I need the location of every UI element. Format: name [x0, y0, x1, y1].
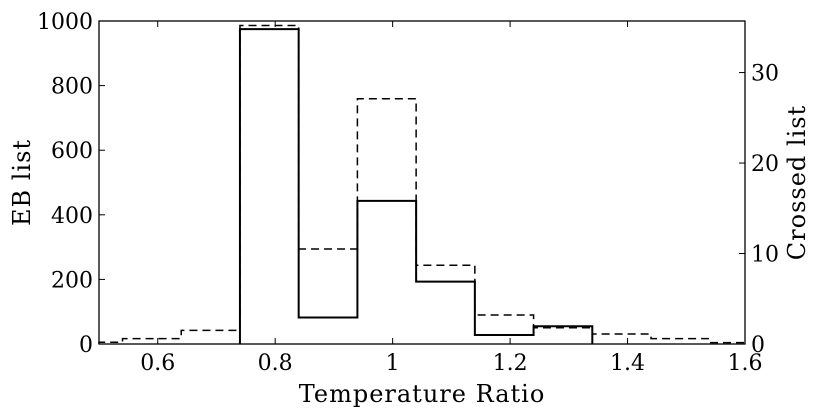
y-right-tick-label: 0	[751, 333, 765, 358]
y-left-tick-label: 200	[51, 268, 93, 293]
x-axis-label: Temperature Ratio	[299, 380, 546, 408]
y-axis-right-label: Crossed list	[783, 105, 811, 260]
plot-frame	[98, 20, 746, 345]
series-layer	[98, 24, 746, 344]
x-tick-label: 0.6	[140, 351, 175, 376]
x-tick-label: 0.8	[258, 351, 293, 376]
y-axis-left-label: EB list	[8, 139, 36, 226]
x-tick-label: 1.2	[493, 351, 528, 376]
y-left-tick-label: 800	[51, 75, 93, 100]
y-right-tick-label: 10	[751, 243, 779, 268]
x-tick-label: 1.6	[728, 351, 763, 376]
x-tick-label: 1	[386, 351, 400, 376]
y-left-tick-label: 0	[79, 333, 93, 358]
y-right-tick-label: 20	[751, 152, 779, 177]
y-left-tick-label: 400	[51, 204, 93, 229]
y-left-tick-label: 1000	[37, 10, 93, 35]
y-left-tick-label: 600	[51, 139, 93, 164]
y-right-tick-label: 30	[751, 62, 779, 87]
series-line-crossed-list	[98, 24, 746, 344]
x-tick-label: 1.4	[610, 351, 645, 376]
